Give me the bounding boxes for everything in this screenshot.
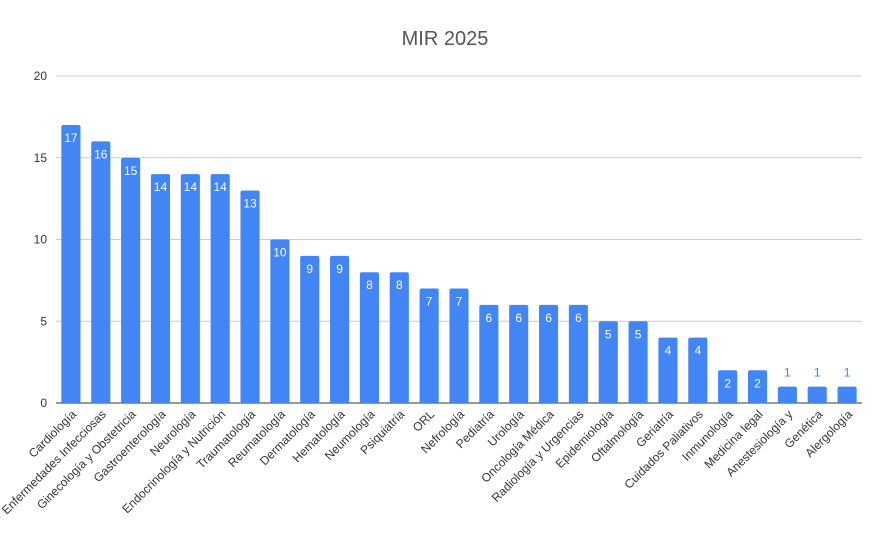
bar bbox=[419, 288, 439, 403]
bar bbox=[389, 272, 409, 403]
bar bbox=[807, 386, 827, 403]
data-label: 9 bbox=[306, 262, 313, 276]
data-label: 5 bbox=[635, 327, 642, 341]
data-label: 14 bbox=[184, 180, 198, 194]
y-tick-label: 20 bbox=[34, 69, 48, 83]
bar bbox=[359, 272, 379, 403]
data-label: 14 bbox=[214, 180, 228, 194]
data-label: 2 bbox=[754, 376, 761, 390]
bar bbox=[91, 141, 111, 403]
bar bbox=[718, 370, 738, 403]
bar bbox=[598, 321, 618, 403]
bar bbox=[210, 174, 230, 403]
data-label: 2 bbox=[724, 376, 731, 390]
data-label: 1 bbox=[844, 366, 851, 380]
bar bbox=[180, 174, 200, 403]
bar bbox=[300, 255, 320, 403]
chart-title: MIR 2025 bbox=[401, 28, 489, 50]
data-label: 4 bbox=[694, 344, 701, 358]
data-label: 8 bbox=[396, 278, 403, 292]
data-label: 7 bbox=[426, 295, 433, 309]
data-label: 1 bbox=[784, 366, 791, 380]
data-label: 6 bbox=[486, 311, 493, 325]
bar bbox=[509, 304, 529, 403]
bar bbox=[688, 337, 708, 403]
bar bbox=[479, 304, 499, 403]
bar bbox=[658, 337, 678, 403]
bar bbox=[747, 370, 768, 403]
data-label: 1 bbox=[814, 366, 821, 380]
data-label: 5 bbox=[605, 327, 612, 341]
bars bbox=[61, 125, 857, 404]
bar bbox=[568, 304, 588, 403]
data-label: 13 bbox=[243, 196, 257, 210]
bar bbox=[121, 157, 141, 403]
y-tick-label: 0 bbox=[40, 396, 47, 410]
bar bbox=[837, 386, 857, 403]
data-label: 6 bbox=[545, 311, 552, 325]
bar bbox=[449, 288, 469, 403]
data-label: 7 bbox=[456, 295, 463, 309]
bar bbox=[270, 239, 290, 403]
bar bbox=[150, 174, 171, 403]
data-labels: 17 16 15 14 14 14 13 10 9 9 8 8 7 7 6 6 6 6 5 5 4 4 2 2 1 1 1 bbox=[64, 131, 850, 390]
data-label: 4 bbox=[665, 344, 672, 358]
data-label: 8 bbox=[366, 278, 373, 292]
data-label: 6 bbox=[575, 311, 582, 325]
y-tick-label: 15 bbox=[34, 151, 48, 165]
data-label: 9 bbox=[336, 262, 343, 276]
bar bbox=[777, 386, 797, 403]
y-tick-label: 5 bbox=[40, 314, 47, 328]
bar bbox=[628, 321, 648, 403]
data-label: 17 bbox=[64, 131, 78, 145]
data-label: 10 bbox=[273, 246, 287, 260]
data-label: 15 bbox=[124, 164, 138, 178]
data-label: 6 bbox=[515, 311, 522, 325]
y-axis-ticks: 0 5 10 15 20 bbox=[34, 69, 48, 410]
bar bbox=[240, 190, 260, 403]
y-tick-label: 10 bbox=[34, 233, 48, 247]
bar bbox=[61, 125, 81, 404]
bar bbox=[330, 255, 350, 403]
data-label: 16 bbox=[94, 147, 108, 161]
bar bbox=[539, 304, 559, 403]
data-label: 14 bbox=[154, 180, 168, 194]
